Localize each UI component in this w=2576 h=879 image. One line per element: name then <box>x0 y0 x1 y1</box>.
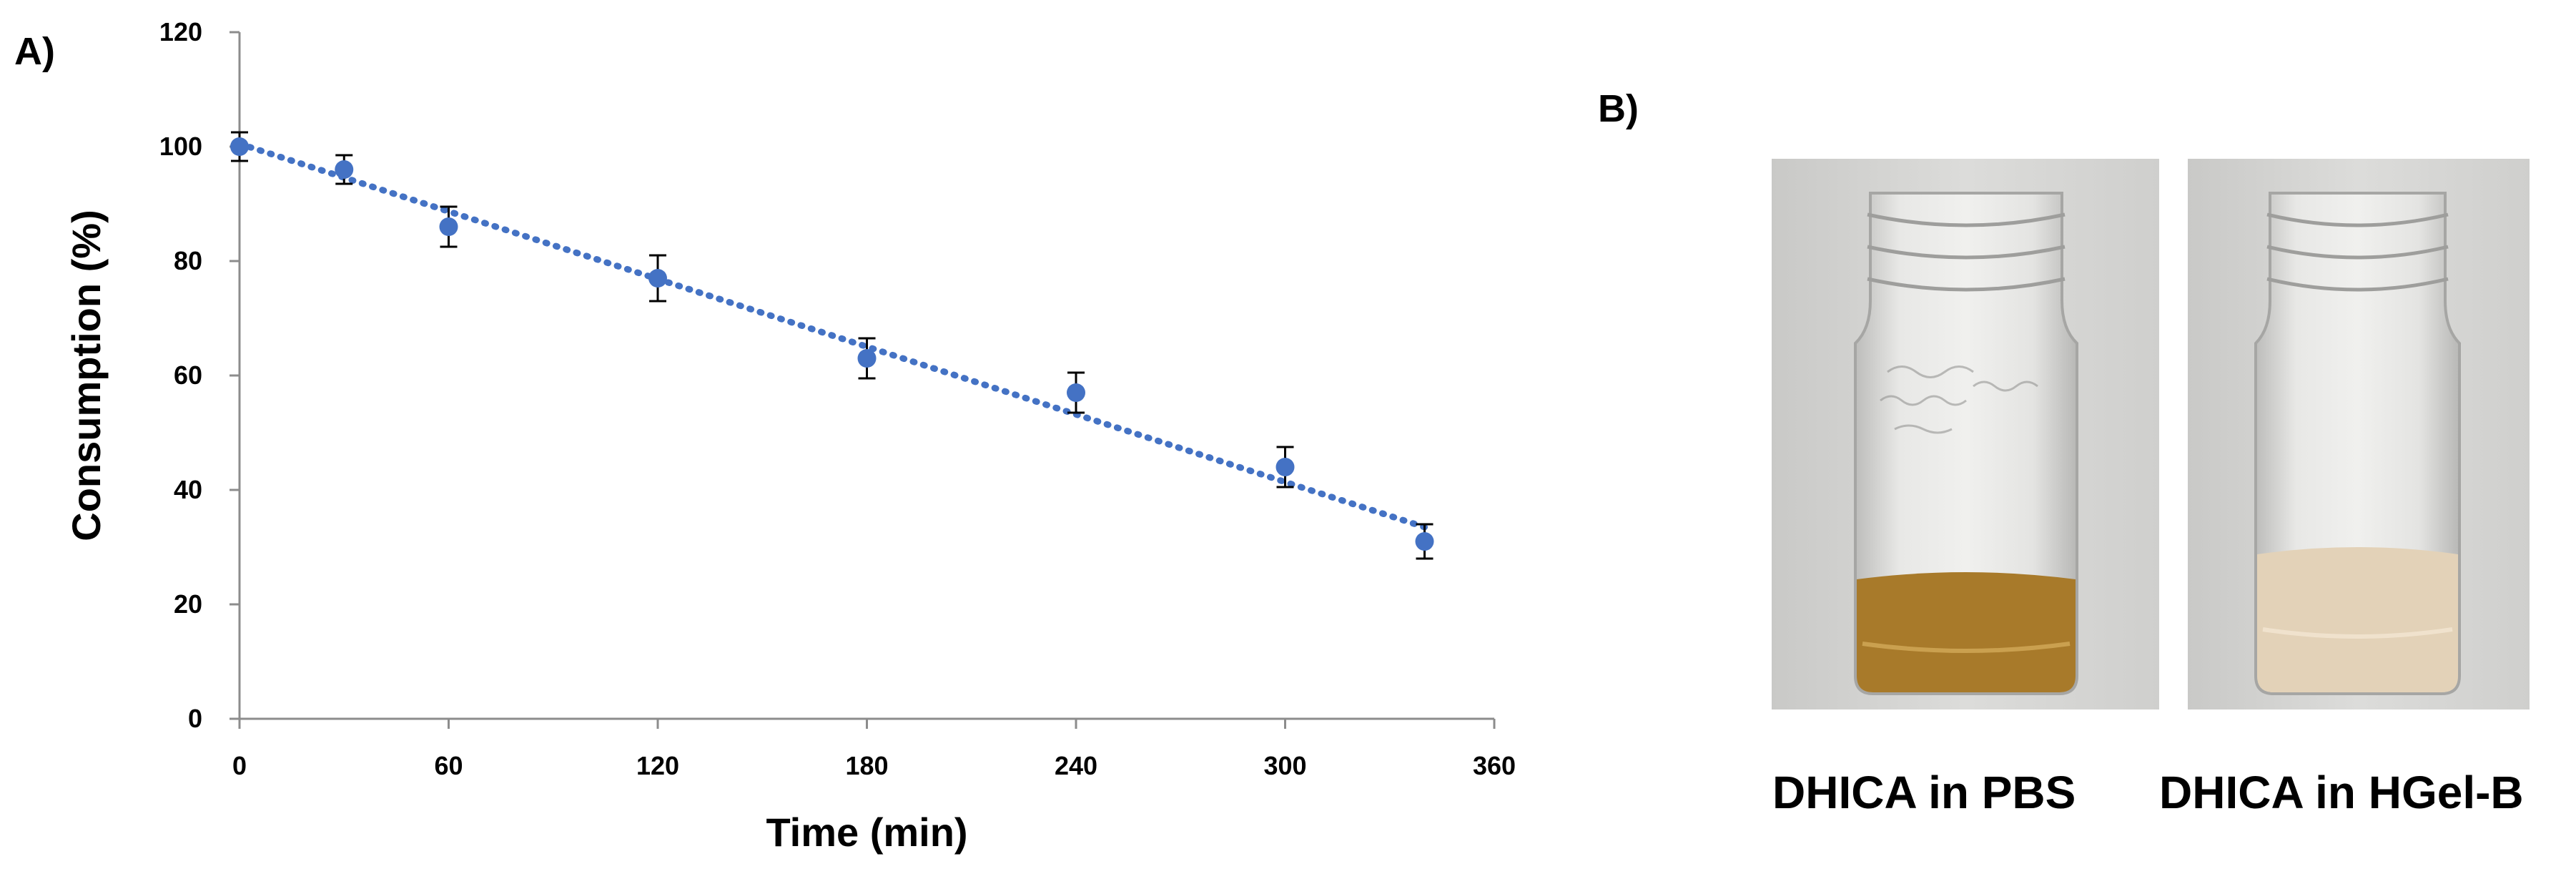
consumption-chart: 0 20 40 60 80 100 120 0 60 120 180 240 300 360 Consu… <box>64 17 1516 855</box>
y-axis-title: Consumption (%) <box>64 210 109 541</box>
x-tick-label: 0 <box>232 751 247 780</box>
x-tick-label: 60 <box>434 751 463 780</box>
caption-pbs: DHICA in PBS <box>1772 767 2076 818</box>
x-tick-label: 180 <box>845 751 888 780</box>
panel-b-label: B) <box>1598 87 1639 130</box>
x-tick-label: 300 <box>1263 751 1306 780</box>
y-tick-label: 0 <box>188 704 202 733</box>
x-tick-label: 360 <box>1473 751 1516 780</box>
y-tick-label: 100 <box>159 132 202 161</box>
x-axis-title: Time (min) <box>766 810 967 855</box>
data-point <box>857 349 877 368</box>
y-tick-label: 120 <box>159 17 202 46</box>
caption-hgel-b: DHICA in HGel-B <box>2159 767 2524 818</box>
y-tick-label: 40 <box>174 475 202 504</box>
trendline <box>236 140 1428 531</box>
data-point <box>439 217 458 236</box>
vial-liquid-hgel-b <box>2257 547 2458 692</box>
x-tick-label: 120 <box>636 751 679 780</box>
y-tick-label: 80 <box>174 246 202 275</box>
data-point <box>335 160 354 179</box>
y-axis-ticks: 0 20 40 60 80 100 120 <box>159 17 240 733</box>
y-tick-label: 60 <box>174 360 202 390</box>
vial-photo-hgel-b <box>2188 159 2530 709</box>
panel-a-label: A) <box>14 30 55 73</box>
x-tick-label: 240 <box>1055 751 1097 780</box>
data-points <box>230 137 1434 551</box>
vial-photo-pbs <box>1772 159 2159 709</box>
vial-liquid-pbs <box>1857 572 2076 692</box>
data-point <box>1415 532 1434 551</box>
x-axis-ticks: 0 60 120 180 240 300 360 <box>232 719 1516 780</box>
data-point <box>1275 458 1295 476</box>
y-tick-label: 20 <box>174 589 202 619</box>
data-point <box>1067 383 1085 402</box>
data-point <box>230 137 249 156</box>
error-bars <box>231 131 1433 560</box>
data-point <box>648 269 667 288</box>
